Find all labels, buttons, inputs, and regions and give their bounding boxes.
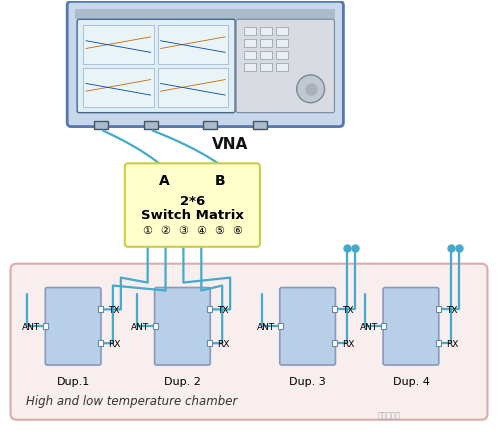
Bar bbox=[276, 27, 288, 35]
FancyBboxPatch shape bbox=[46, 288, 101, 365]
Bar bbox=[208, 340, 212, 346]
Bar bbox=[260, 63, 272, 71]
Text: TX: TX bbox=[217, 306, 228, 315]
Bar bbox=[244, 39, 256, 47]
Text: ③: ③ bbox=[178, 226, 188, 236]
Text: Dup.1: Dup.1 bbox=[56, 377, 90, 387]
Text: ANT: ANT bbox=[132, 323, 150, 332]
Text: RX: RX bbox=[217, 340, 230, 349]
Bar bbox=[83, 68, 154, 107]
Text: A: A bbox=[159, 174, 170, 188]
Bar bbox=[436, 306, 441, 312]
Bar bbox=[98, 306, 103, 312]
Text: 2*6: 2*6 bbox=[180, 194, 205, 208]
Text: B: B bbox=[215, 174, 226, 188]
Text: RX: RX bbox=[342, 340, 355, 349]
FancyBboxPatch shape bbox=[10, 264, 488, 419]
Bar bbox=[260, 27, 272, 35]
Text: ANT: ANT bbox=[256, 323, 275, 332]
Bar bbox=[332, 340, 338, 346]
Text: ⑥: ⑥ bbox=[232, 226, 242, 236]
Bar bbox=[381, 323, 386, 329]
Text: ①: ① bbox=[142, 226, 152, 236]
Bar bbox=[278, 323, 283, 329]
Text: TX: TX bbox=[342, 306, 354, 315]
Bar bbox=[158, 25, 228, 64]
Text: RX: RX bbox=[446, 340, 458, 349]
Text: Dup. 2: Dup. 2 bbox=[164, 377, 201, 387]
FancyBboxPatch shape bbox=[67, 1, 344, 127]
Bar bbox=[208, 306, 212, 312]
FancyBboxPatch shape bbox=[154, 288, 210, 365]
Bar bbox=[144, 121, 158, 129]
Text: TX: TX bbox=[108, 306, 120, 315]
Text: ANT: ANT bbox=[22, 323, 40, 332]
Bar bbox=[276, 39, 288, 47]
Bar bbox=[152, 323, 158, 329]
FancyBboxPatch shape bbox=[280, 288, 336, 365]
Bar bbox=[83, 25, 154, 64]
Bar bbox=[260, 39, 272, 47]
Circle shape bbox=[296, 75, 324, 103]
Text: Dup. 3: Dup. 3 bbox=[290, 377, 326, 387]
Text: TX: TX bbox=[446, 306, 457, 315]
Bar bbox=[244, 27, 256, 35]
Text: VNA: VNA bbox=[212, 137, 248, 152]
Text: RX: RX bbox=[108, 340, 120, 349]
Bar bbox=[332, 306, 338, 312]
Text: ANT: ANT bbox=[360, 323, 378, 332]
FancyBboxPatch shape bbox=[383, 288, 439, 365]
Text: Dup. 4: Dup. 4 bbox=[392, 377, 430, 387]
Text: Switch Matrix: Switch Matrix bbox=[141, 209, 244, 222]
Bar bbox=[276, 63, 288, 71]
Text: High and low temperature chamber: High and low temperature chamber bbox=[26, 395, 238, 408]
Bar bbox=[436, 340, 441, 346]
Bar bbox=[94, 121, 108, 129]
Text: ②: ② bbox=[160, 226, 170, 236]
FancyBboxPatch shape bbox=[125, 163, 260, 247]
Bar bbox=[244, 51, 256, 59]
Bar bbox=[244, 63, 256, 71]
Text: 电子发烧友: 电子发烧友 bbox=[378, 412, 400, 421]
Bar bbox=[276, 51, 288, 59]
Text: ⑤: ⑤ bbox=[214, 226, 224, 236]
FancyBboxPatch shape bbox=[236, 19, 334, 113]
Bar bbox=[158, 68, 228, 107]
FancyBboxPatch shape bbox=[77, 19, 235, 113]
Bar bbox=[253, 121, 267, 129]
Bar bbox=[75, 10, 336, 19]
Bar bbox=[260, 51, 272, 59]
Bar bbox=[98, 340, 103, 346]
Bar bbox=[44, 323, 49, 329]
Bar bbox=[204, 121, 217, 129]
Text: ④: ④ bbox=[196, 226, 206, 236]
